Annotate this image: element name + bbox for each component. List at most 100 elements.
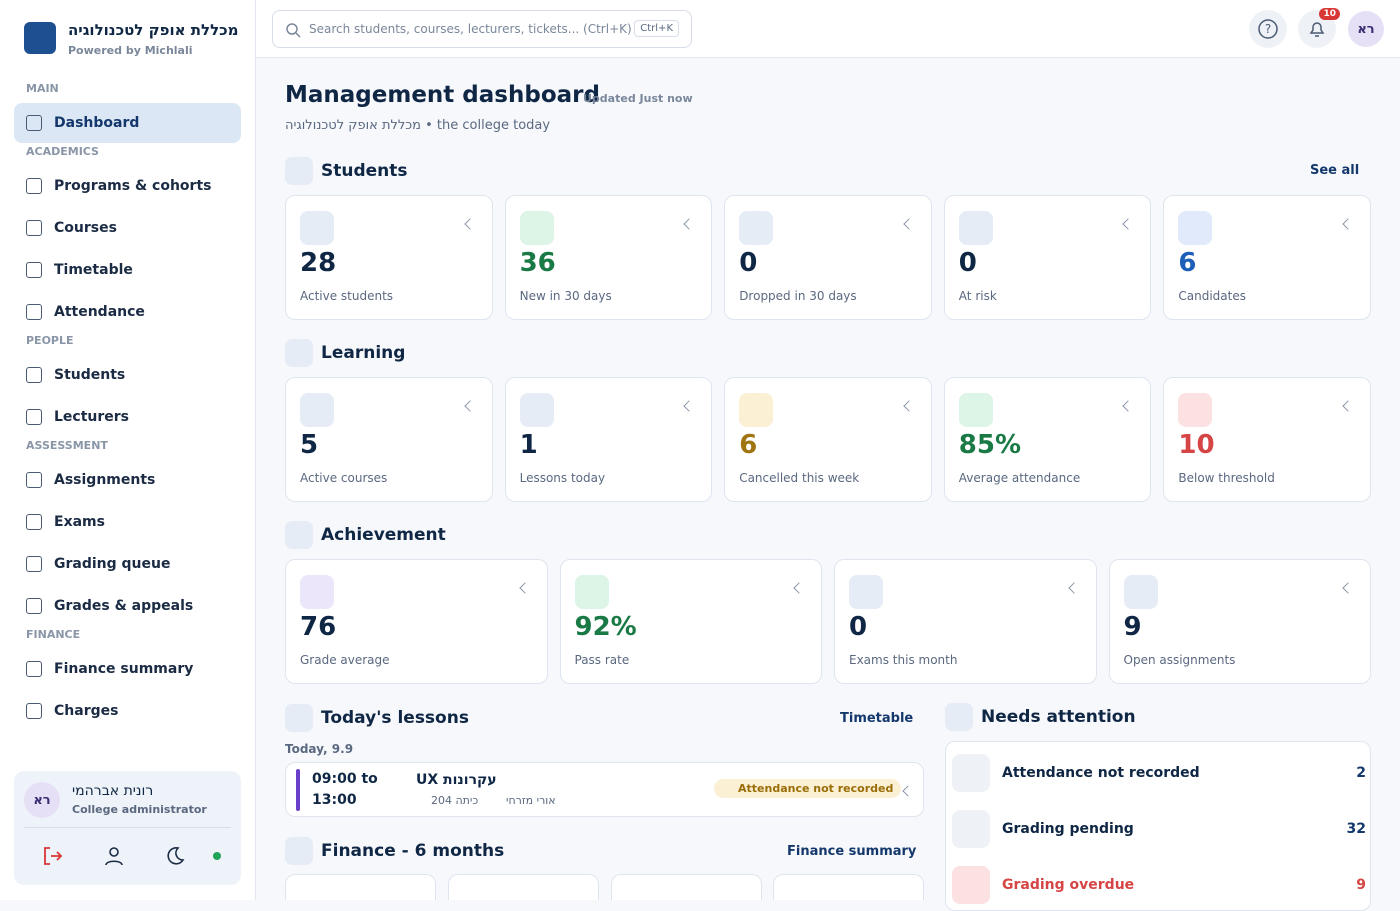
chevron xyxy=(903,218,915,230)
lesson-course: עקרונות UX xyxy=(416,772,497,788)
nav-icon xyxy=(26,367,42,383)
stat-value: 5 xyxy=(300,430,319,460)
stat-label: Active students xyxy=(300,289,394,303)
nav-label: Grading queue xyxy=(54,556,171,572)
stat-card[interactable]: 0 Dropped in 30 days xyxy=(724,195,932,320)
chevron xyxy=(1067,582,1080,594)
stat-label: Active courses xyxy=(300,471,388,485)
nav-item[interactable]: Finance summary xyxy=(14,649,241,689)
stat-card[interactable]: 1 Lessons today xyxy=(504,377,713,502)
search-placeholder: Search students, courses, lecturers, tic… xyxy=(309,22,632,36)
chevron xyxy=(793,582,805,594)
svg-text:?: ? xyxy=(1265,22,1271,36)
stat-card[interactable]: 36 New in 30 days xyxy=(504,195,713,320)
section-icon xyxy=(945,703,973,731)
stat-label: Exams this month xyxy=(849,653,958,667)
nav-item[interactable]: Courses xyxy=(14,208,241,248)
nav-icon xyxy=(26,661,42,677)
nav-label: Finance summary xyxy=(54,661,194,677)
stat-value: 1 xyxy=(519,430,538,460)
nav-item[interactable]: Dashboard xyxy=(14,103,241,143)
shortcut: Ctrl+K xyxy=(634,20,679,37)
nav-item[interactable]: Programs & cohorts xyxy=(14,166,241,206)
stat-card[interactable]: 9 Open assignments xyxy=(1108,559,1371,684)
nav-icon xyxy=(26,409,42,425)
powered-by: Powered by Michlali xyxy=(68,44,193,57)
nav-item[interactable]: Assignments xyxy=(14,460,241,500)
lesson-status: Attendance not recorded xyxy=(714,779,902,798)
page-title: Management dashboard xyxy=(285,82,600,108)
notification-count: 10 xyxy=(1319,8,1340,20)
topbar: Search students, courses, lecturers, tic… xyxy=(256,0,1400,58)
nav-section: FINANCE xyxy=(26,628,81,641)
stat-label: Average attendance xyxy=(958,471,1081,485)
section-link[interactable]: Finance summary xyxy=(787,844,917,859)
section-label: Needs attention xyxy=(981,707,1136,727)
section-label: Students xyxy=(321,161,408,181)
nav-label: Lecturers xyxy=(54,409,130,425)
finance-card[interactable] xyxy=(773,874,924,900)
section-link[interactable]: See all xyxy=(1310,163,1360,178)
search[interactable]: Search students, courses, lecturers, tic… xyxy=(272,10,692,48)
finance-card[interactable] xyxy=(285,874,436,900)
nav-label: Grades & appeals xyxy=(54,598,194,614)
nav-icon xyxy=(26,304,42,320)
stat-value: 0 xyxy=(958,248,977,278)
stat-card[interactable]: 0 Exams this month xyxy=(834,559,1097,684)
attention-item[interactable]: Attendance not recorded 2 xyxy=(946,752,1370,796)
nav-label: Dashboard xyxy=(54,115,140,131)
status-dot xyxy=(213,852,221,860)
nav-item[interactable]: Exams xyxy=(14,502,241,542)
attention-icon xyxy=(952,754,990,792)
finance-card[interactable] xyxy=(448,874,599,900)
nav-item[interactable]: Charges xyxy=(14,691,241,731)
stat-icon xyxy=(519,393,554,427)
profile[interactable] xyxy=(103,845,125,867)
nav-item[interactable]: Attendance xyxy=(14,292,241,332)
finance-card[interactable] xyxy=(611,874,762,900)
stat-card[interactable]: 92% Pass rate xyxy=(559,559,822,684)
stat-icon xyxy=(739,211,774,245)
nav-item[interactable]: Lecturers xyxy=(14,397,241,437)
stat-card[interactable]: 76 Grade average xyxy=(285,559,548,684)
help[interactable]: ? xyxy=(1249,10,1287,48)
nav-item[interactable]: Grades & appeals xyxy=(14,586,241,626)
updated: Updated Just now xyxy=(583,92,693,105)
attention-icon xyxy=(952,866,990,904)
user-card: רא רונית אברהמי College administrator xyxy=(14,771,241,885)
nav-icon xyxy=(26,514,42,530)
stat-card[interactable]: 10 Below threshold xyxy=(1163,377,1371,502)
nav-item[interactable]: Students xyxy=(14,355,241,395)
nav-icon xyxy=(26,115,42,131)
lesson-start: 09:00 to xyxy=(312,771,378,787)
nav-label: Charges xyxy=(54,703,119,719)
nav-item[interactable]: Timetable xyxy=(14,250,241,290)
section-icon xyxy=(285,157,313,185)
lessons-date: Today, 9.9 xyxy=(285,742,354,756)
attention-item[interactable]: Grading pending 32 xyxy=(946,808,1370,852)
lesson-row[interactable]: 09:00 to 13:00 עקרונות UX כיתה 204 אורי מזרח… xyxy=(285,762,924,817)
attention-item[interactable]: Grading overdue 9 xyxy=(946,864,1370,908)
top-avatar[interactable]: רא xyxy=(1348,11,1384,47)
stat-card[interactable]: 85% Average attendance xyxy=(943,377,1152,502)
lesson-end: 13:00 xyxy=(312,792,357,808)
stat-label: Dropped in 30 days xyxy=(739,289,857,303)
stat-value: 6 xyxy=(739,430,758,460)
nav-icon xyxy=(26,262,42,278)
chevron xyxy=(463,400,476,412)
stat-card[interactable]: 6 Candidates xyxy=(1163,195,1371,320)
stat-card[interactable]: 28 Active students xyxy=(285,195,493,320)
stat-card[interactable]: 5 Active courses xyxy=(285,377,493,502)
stat-icon xyxy=(958,393,993,427)
attention-count: 2 xyxy=(1356,765,1366,781)
theme[interactable] xyxy=(163,845,185,867)
logout[interactable] xyxy=(42,845,64,867)
stat-card[interactable]: 0 At risk xyxy=(943,195,1152,320)
lesson-room: כיתה 204 xyxy=(431,794,479,807)
section-label: Finance - 6 months xyxy=(321,841,505,861)
nav-item[interactable]: Grading queue xyxy=(14,544,241,584)
subtitle: מכללת אופק לטכנולוגיה • the college toda… xyxy=(285,118,551,133)
section-link[interactable]: Timetable xyxy=(840,711,914,726)
notifications[interactable]: 10 xyxy=(1298,8,1340,48)
stat-card[interactable]: 6 Cancelled this week xyxy=(724,377,932,502)
